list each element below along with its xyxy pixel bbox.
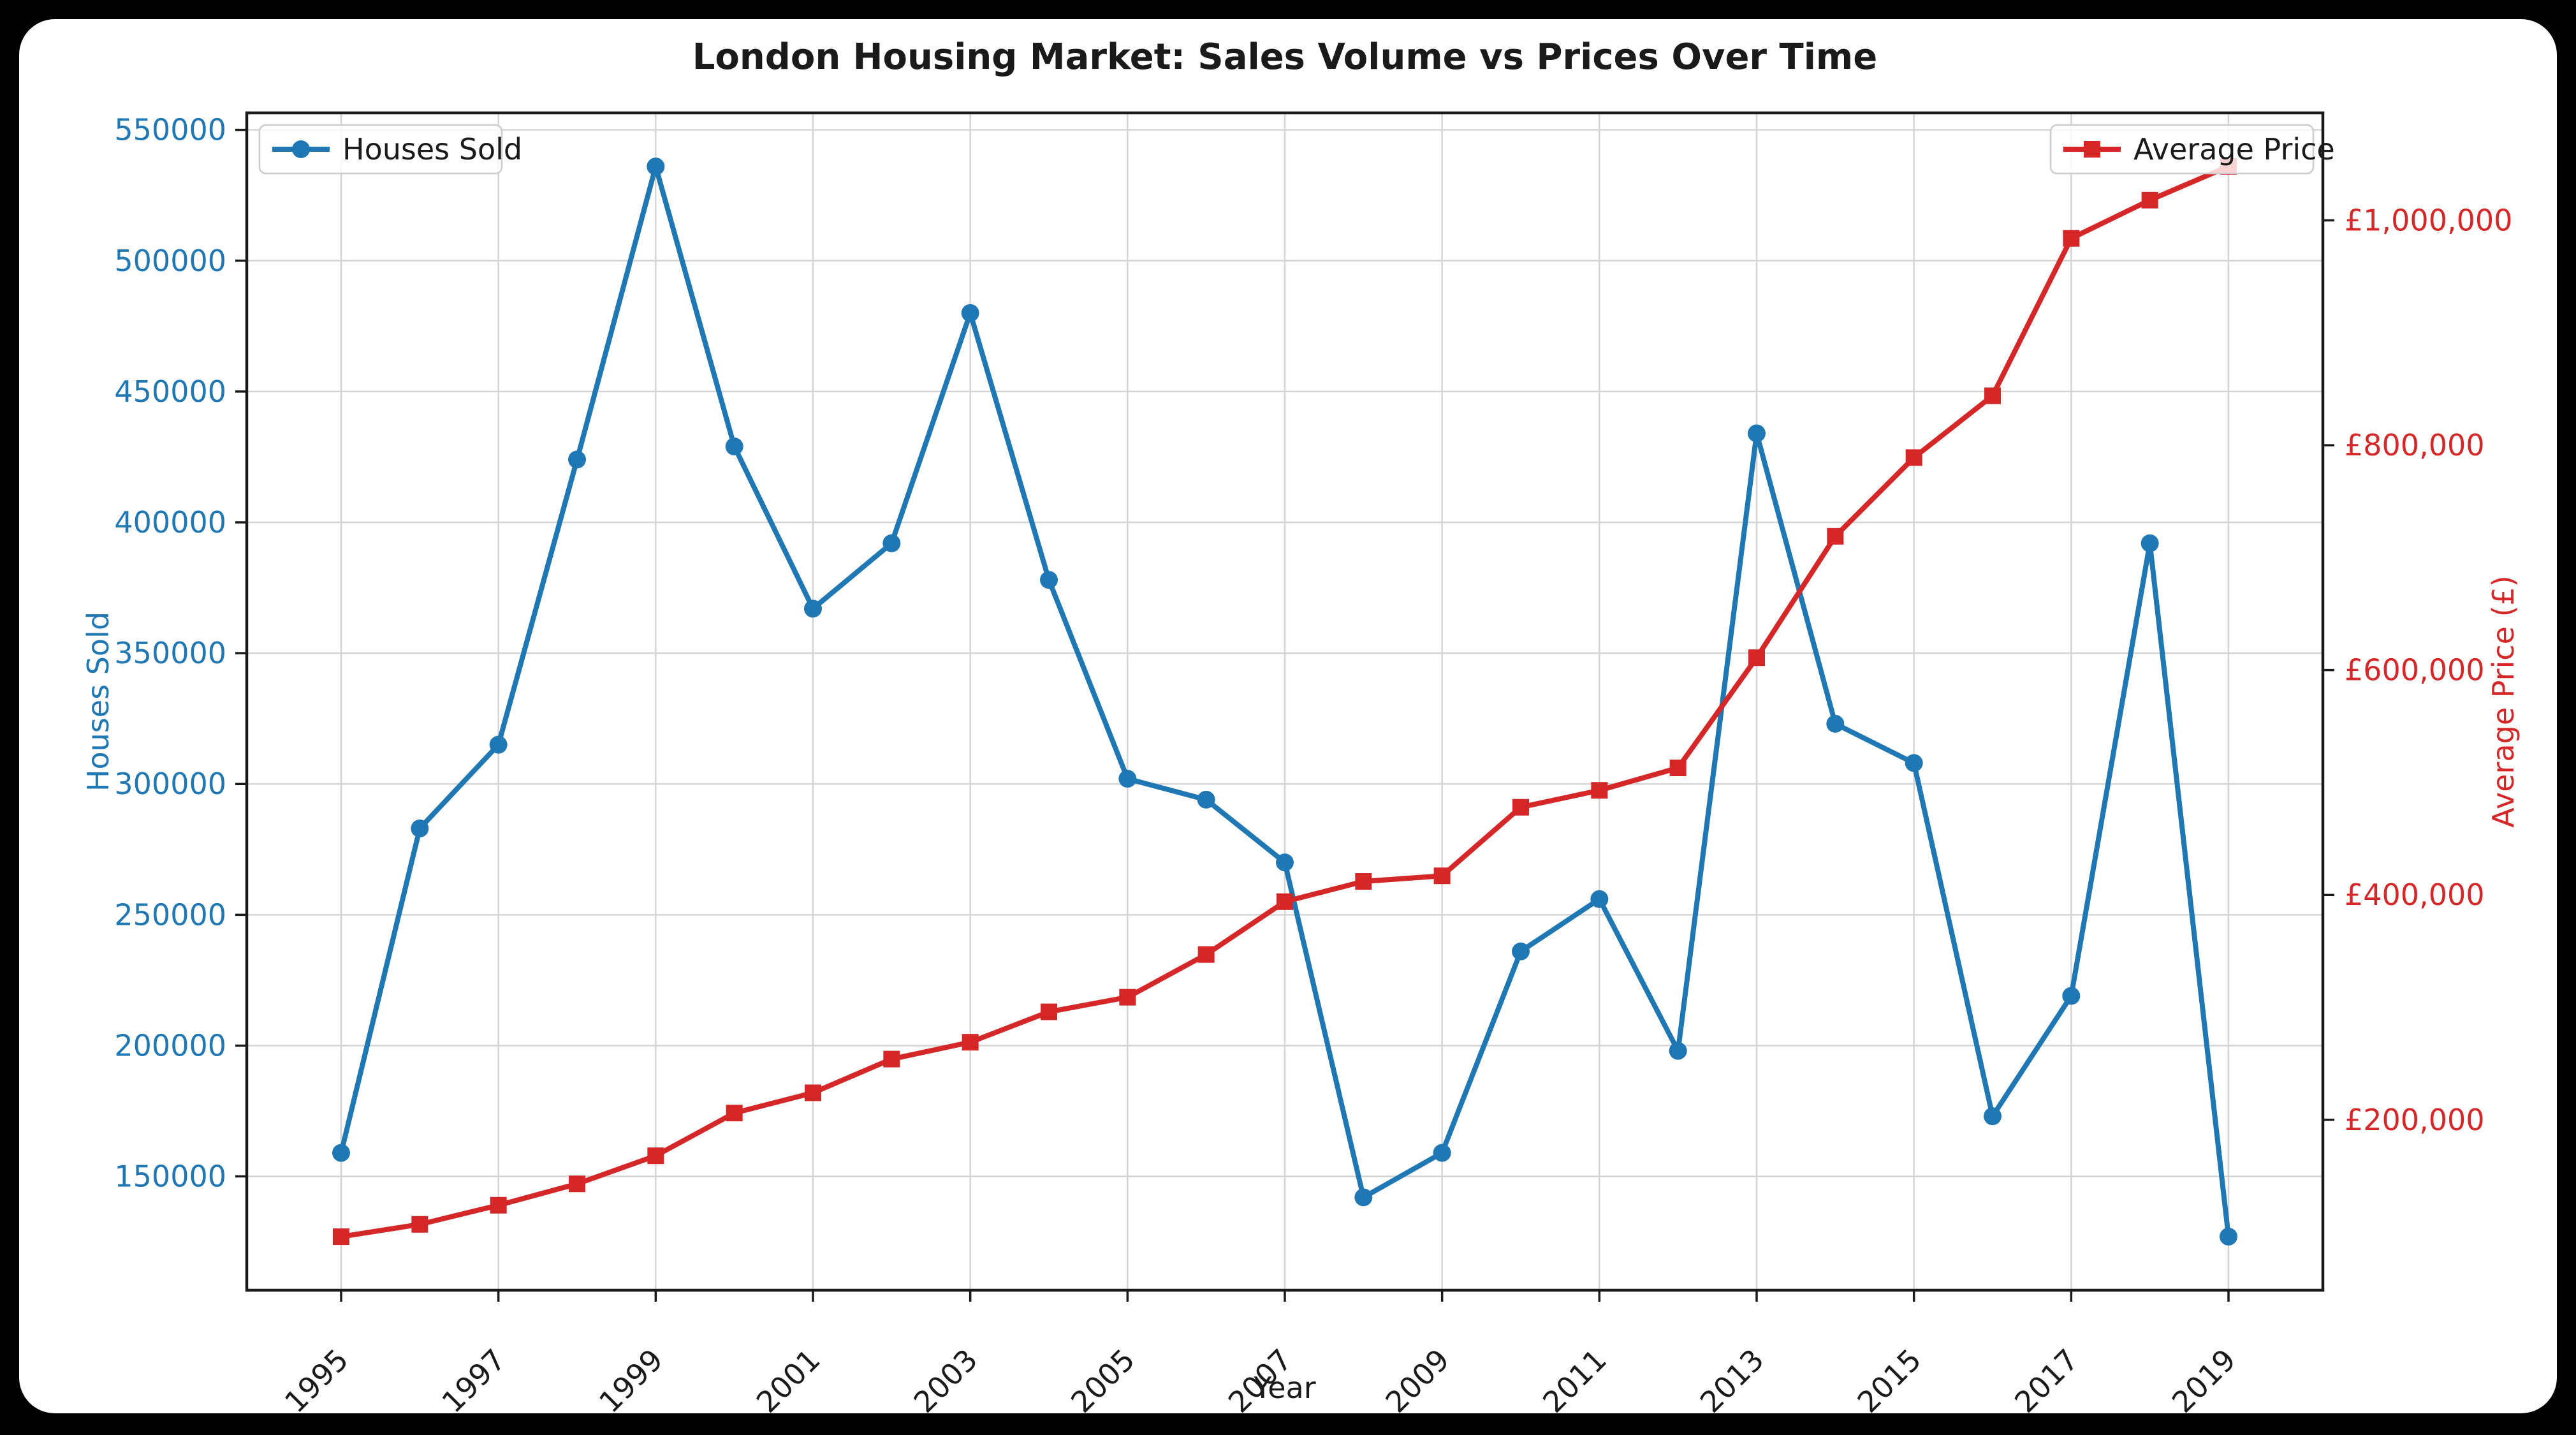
- y-left-tick-label: 300000: [114, 767, 226, 801]
- y-right-tick-label: £600,000: [2345, 653, 2485, 688]
- x-tick-label: 2001: [750, 1343, 827, 1420]
- legend-square-marker-icon: [2084, 141, 2100, 158]
- legend-box: [2049, 124, 2315, 175]
- marker-point: [411, 819, 429, 837]
- marker-point: [1669, 1041, 1687, 1060]
- marker-point: [1826, 714, 1845, 733]
- marker-point: [1984, 1107, 2002, 1126]
- y-left-tick-label: 550000: [114, 113, 226, 147]
- marker-point: [1197, 790, 1215, 809]
- marker-point: [1197, 946, 1215, 963]
- y-axis-left-label: Houses Sold: [81, 612, 115, 791]
- marker-point: [805, 1084, 821, 1101]
- marker-point: [489, 735, 508, 754]
- marker-point: [882, 534, 901, 552]
- marker-point: [1118, 770, 1137, 788]
- marker-point: [1748, 649, 1765, 666]
- legend-box: [258, 124, 503, 175]
- marker-point: [2063, 230, 2080, 247]
- marker-point: [961, 304, 979, 322]
- marker-point: [1827, 527, 1844, 545]
- x-tick-label: 1995: [278, 1343, 355, 1420]
- legend-circle-marker-icon: [292, 140, 310, 158]
- legend-average-price: Average Price: [2049, 124, 2335, 175]
- marker-point: [1433, 1144, 1451, 1162]
- y-left-tick-label: 350000: [114, 636, 226, 670]
- y-left-tick-label: 450000: [114, 374, 226, 409]
- marker-point: [568, 450, 586, 469]
- marker-point: [647, 158, 665, 176]
- y-right-tick-label: £200,000: [2345, 1103, 2485, 1137]
- x-tick-label: 2017: [2008, 1343, 2085, 1420]
- data-series: [332, 158, 2237, 1246]
- x-tick-label: 1997: [435, 1343, 512, 1420]
- marker-point: [1040, 571, 1058, 589]
- marker-point: [1276, 853, 1294, 872]
- marker-point: [1512, 798, 1529, 816]
- y-left-tick-label: 250000: [114, 897, 226, 932]
- marker-point: [2141, 191, 2158, 209]
- marker-point: [1433, 867, 1451, 885]
- marker-point: [804, 600, 822, 618]
- marker-point: [1984, 387, 2001, 404]
- marker-point: [569, 1175, 585, 1193]
- marker-point: [411, 1216, 428, 1233]
- x-tick-label: 2009: [1379, 1343, 1456, 1420]
- tick-labels: 150000 200000 250000 300000 350000 400000 4500…: [114, 113, 2512, 1420]
- chart-figure: [19, 19, 2557, 1413]
- marker-point: [1354, 1188, 1373, 1207]
- marker-point: [1277, 893, 1293, 910]
- x-axis-label: Year: [1253, 1371, 1315, 1405]
- marker-point: [332, 1144, 350, 1162]
- marker-point: [1590, 890, 1609, 908]
- y-left-tick-label: 400000: [114, 505, 226, 540]
- marker-point: [883, 1050, 900, 1068]
- marker-point: [1591, 782, 1608, 799]
- x-tick-label: 2015: [1850, 1343, 1928, 1420]
- marker-point: [1512, 942, 1530, 960]
- marker-point: [1041, 1003, 1057, 1020]
- x-tick-label: 2005: [1064, 1343, 1141, 1420]
- y-left-tick-label: 150000: [114, 1159, 226, 1194]
- marker-point: [2220, 1227, 2237, 1246]
- marker-point: [1905, 754, 1923, 772]
- marker-point: [490, 1196, 507, 1214]
- x-tick-label: 2011: [1536, 1343, 1613, 1420]
- marker-point: [1669, 760, 1687, 777]
- marker-point: [1355, 873, 1372, 890]
- x-tick-label: 2019: [2165, 1343, 2243, 1420]
- marker-point: [726, 1105, 743, 1122]
- x-tick-label: 2003: [907, 1343, 984, 1420]
- marker-point: [2141, 534, 2159, 552]
- legend-label: Houses Sold: [342, 132, 522, 166]
- legend-houses-sold: Houses Sold: [258, 124, 522, 175]
- x-tick-label: 1999: [592, 1343, 670, 1420]
- y-left-tick-label: 500000: [114, 244, 226, 278]
- marker-point: [2062, 987, 2081, 1005]
- marker-point: [1905, 449, 1922, 466]
- y-left-tick-label: 200000: [114, 1028, 226, 1063]
- x-tick-label: 2013: [1694, 1343, 1771, 1420]
- marker-point: [333, 1228, 349, 1246]
- grid: [247, 113, 2323, 1290]
- legend-label: Average Price: [2133, 132, 2335, 166]
- marker-point: [647, 1147, 664, 1165]
- marker-point: [1748, 424, 1766, 443]
- y-axis-right-label: Average Price (£): [2486, 575, 2521, 828]
- y-right-tick-label: £800,000: [2345, 428, 2485, 462]
- marker-point: [962, 1034, 979, 1051]
- y-right-tick-label: £1,000,000: [2345, 203, 2512, 238]
- marker-point: [725, 438, 743, 456]
- y-right-tick-label: £400,000: [2345, 878, 2485, 912]
- marker-point: [1119, 989, 1136, 1006]
- chart-title: London Housing Market: Sales Volume vs P…: [692, 36, 1878, 78]
